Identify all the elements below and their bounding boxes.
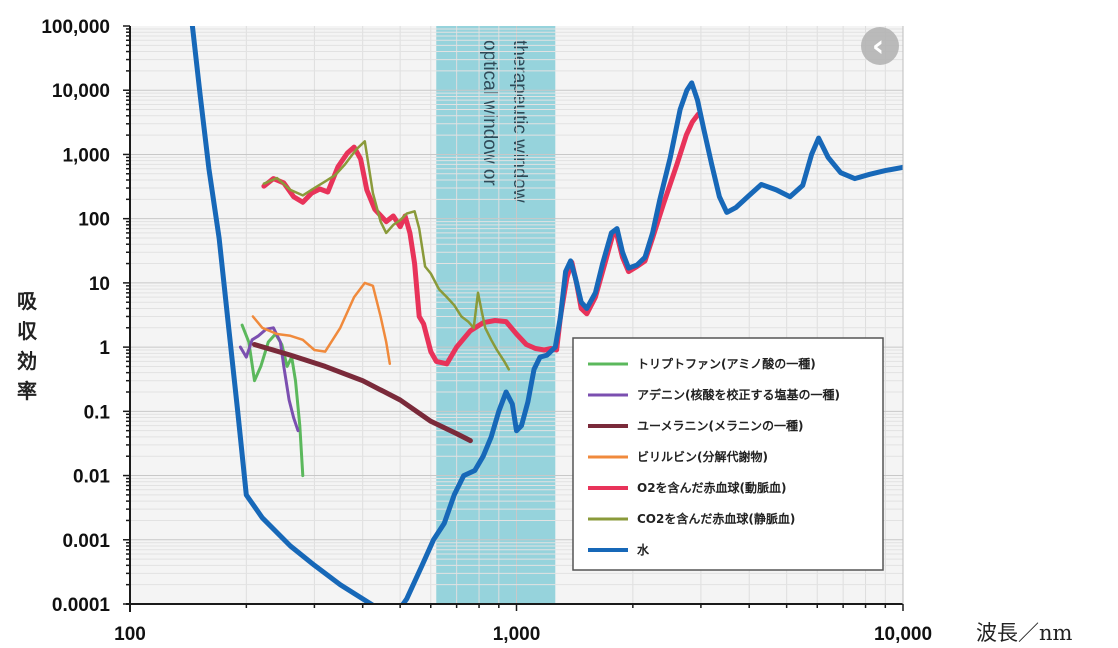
legend-entry: ユーメラニン(メラニンの一種) <box>637 418 804 433</box>
y-tick-label: 10,000 <box>52 81 110 102</box>
axes <box>123 25 904 612</box>
chevron-left-icon: ‹ <box>872 29 884 64</box>
y-tick-label: 10 <box>89 274 110 295</box>
optical-window-label: therapeutic window <box>509 40 530 203</box>
series-line <box>251 281 392 366</box>
x-axis-label: 波長／nm <box>976 621 1073 645</box>
y-axis-label-char: 率 <box>17 379 37 403</box>
x-tick-label: 100 <box>114 624 146 645</box>
y-axis-label-char: 吸 <box>17 289 38 313</box>
y-tick-label: 0.01 <box>73 467 110 488</box>
legend-entry: アデニン(核酸を校正する塩基の一種) <box>637 387 840 402</box>
optical-window-band: optical window or therapeutic window <box>436 26 556 604</box>
series-line <box>238 326 300 433</box>
y-tick-label: 0.001 <box>62 531 110 552</box>
y-axis-label-char: 収 <box>17 319 38 343</box>
optical-window-label: optical window or <box>479 40 500 186</box>
x-tick-label: 10,000 <box>874 624 932 645</box>
legend-box <box>572 337 884 571</box>
legend-entry: トリプトファン(アミノ酸の一種) <box>637 356 816 371</box>
y-tick-label: 0.0001 <box>52 595 111 616</box>
y-tick-label: 0.1 <box>84 402 111 423</box>
legend-entry: CO2を含んだ赤血球(静脈血) <box>637 511 795 526</box>
y-tick-label: 1 <box>99 338 110 359</box>
series-line <box>252 342 473 444</box>
collapse-button[interactable]: ‹ <box>861 27 899 65</box>
y-tick-label: 100 <box>78 210 110 231</box>
series-lines <box>189 26 903 604</box>
optical-window-rect <box>436 26 556 604</box>
x-tick-label: 1,000 <box>493 624 541 645</box>
gridlines <box>129 26 903 605</box>
y-axis-label-char: 効 <box>17 349 37 373</box>
legend-entry: 水 <box>637 542 650 557</box>
legend-entry: ビリルビン(分解代謝物) <box>637 449 768 464</box>
x-tick-labels: 100 1,000 10,000 <box>114 624 932 645</box>
series-line <box>262 140 511 371</box>
y-tick-label: 100,000 <box>41 17 110 38</box>
legend-entry: O2を含んだ赤血球(動脈血) <box>637 480 787 495</box>
legend: トリプトファン(アミノ酸の一種) アデニン(核酸を校正する塩基の一種) ユーメラニン… <box>572 337 884 571</box>
y-tick-labels: 100,000 10,000 1,000 100 10 1 0.1 0.01 0.001 0.00… <box>41 17 110 616</box>
y-tick-label: 1,000 <box>62 145 110 166</box>
collapse-button-bg <box>861 27 899 65</box>
series-line <box>189 26 903 604</box>
